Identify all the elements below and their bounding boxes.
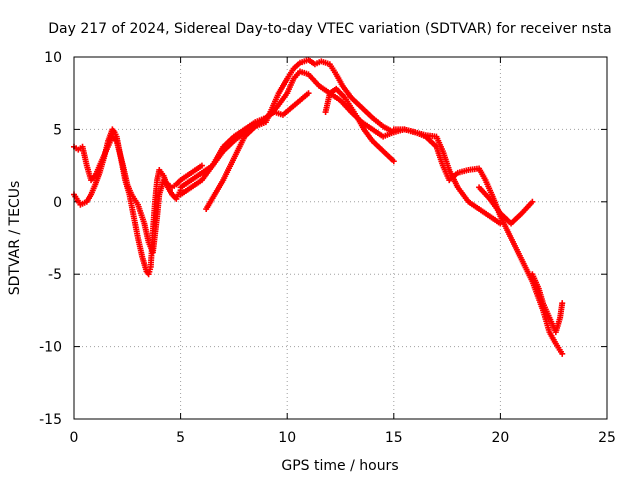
series-satellite-arc-8 bbox=[476, 184, 536, 227]
x-axis-label: GPS time / hours bbox=[281, 458, 398, 474]
series-satellite-arc-6 bbox=[322, 85, 397, 165]
data-point bbox=[559, 300, 566, 307]
series-satellite-arc-7 bbox=[390, 126, 566, 357]
data-point bbox=[529, 198, 536, 205]
y-tick-label: -15 bbox=[39, 412, 62, 428]
series-satellite-arc-4 bbox=[203, 68, 504, 227]
grid-lines bbox=[74, 57, 607, 419]
y-tick-label: -10 bbox=[39, 340, 62, 356]
plot-frame bbox=[73, 56, 608, 420]
series-satellite-arc-2 bbox=[71, 133, 205, 256]
data-point bbox=[198, 162, 205, 169]
series-satellite-arc-9 bbox=[529, 271, 566, 336]
data-point bbox=[390, 158, 397, 165]
y-axis-label: SDTVAR / TECUs bbox=[7, 181, 23, 296]
y-tick-label: 10 bbox=[44, 50, 62, 66]
data-point bbox=[305, 90, 312, 97]
x-tick-label: 5 bbox=[176, 430, 185, 446]
y-tick-label: -5 bbox=[48, 267, 62, 283]
x-tick-label: 0 bbox=[70, 430, 79, 446]
x-tick-label: 15 bbox=[385, 430, 403, 446]
data-points bbox=[71, 56, 566, 357]
y-tick-label: 0 bbox=[53, 195, 62, 211]
chart-title: Day 217 of 2024, Sidereal Day-to-day VTE… bbox=[48, 21, 611, 37]
series-satellite-arc-5 bbox=[177, 90, 312, 198]
x-tick-labels: 0 5 10 15 20 25 bbox=[70, 430, 616, 446]
y-tick-labels: -15 -10 -5 0 5 10 bbox=[39, 50, 62, 428]
x-tick-label: 25 bbox=[598, 430, 616, 446]
x-tick-label: 10 bbox=[278, 430, 296, 446]
x-tick-label: 20 bbox=[491, 430, 509, 446]
y-tick-label: 5 bbox=[53, 122, 62, 138]
data-point bbox=[559, 350, 566, 357]
